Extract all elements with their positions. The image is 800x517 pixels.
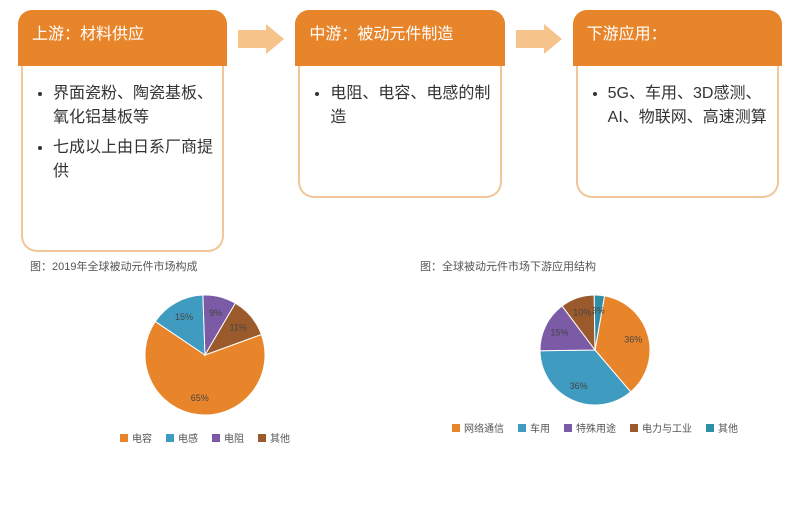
legend-item: 特殊用途 [564, 420, 616, 435]
svg-text:9%: 9% [209, 308, 222, 318]
charts-row: 图：2019年全球被动元件市场构成 65%15%9%11% 电容电感电阻其他 图… [0, 252, 800, 445]
chart-legend: 网络通信车用特殊用途电力与工业其他 [420, 420, 770, 435]
chart-market-mix: 图：2019年全球被动元件市场构成 65% 15% 9% 11% 电容电感电阻其他 [30, 258, 380, 445]
card-downstream: 下游应用： 5G、车用、3D感测、AI、物联网、高速测算 [573, 10, 782, 252]
flow-row: 上游：材料供应 界面瓷粉、陶瓷基板、氧化铝基板等 七成以上由日系厂商提供 中游：… [0, 0, 800, 252]
card-body: 5G、车用、3D感测、AI、物联网、高速测算 [576, 66, 779, 198]
card-title: 中游：被动元件制造 [295, 10, 504, 66]
legend-item: 网络通信 [452, 420, 504, 435]
svg-text:65%: 65% [191, 393, 209, 403]
chart-legend: 电容电感电阻其他 [30, 430, 380, 445]
legend-item: 电力与工业 [630, 420, 692, 435]
card-upstream: 上游：材料供应 界面瓷粉、陶瓷基板、氧化铝基板等 七成以上由日系厂商提供 [18, 10, 227, 252]
card-item: 5G、车用、3D感测、AI、物联网、高速测算 [608, 82, 769, 130]
card-item: 电阻、电容、电感的制造 [330, 82, 491, 130]
chart-app-mix: 图：全球被动元件市场下游应用结构 36% 36% 15% 10%3% 网络通信车用特殊… [420, 258, 770, 445]
card-title: 上游：材料供应 [18, 10, 227, 66]
svg-text:36%: 36% [570, 381, 588, 391]
chart-title: 图：2019年全球被动元件市场构成 [30, 258, 380, 274]
legend-item: 电容 [120, 430, 152, 445]
legend-item: 车用 [518, 420, 550, 435]
card-midstream: 中游：被动元件制造 电阻、电容、电感的制造 [295, 10, 504, 252]
card-item: 七成以上由日系厂商提供 [53, 136, 214, 184]
legend-item: 电感 [166, 430, 198, 445]
pie-chart: 65% 15% 9% 11% [105, 280, 305, 420]
arrow-icon [515, 10, 563, 252]
pie-chart: 36% 36% 15% 10%3% [495, 280, 695, 410]
legend-item: 电阻 [212, 430, 244, 445]
svg-text:15%: 15% [175, 312, 193, 322]
legend-item: 其他 [258, 430, 290, 445]
svg-text:11%: 11% [230, 322, 247, 332]
chart-title: 图：全球被动元件市场下游应用结构 [420, 258, 770, 274]
svg-text:3%: 3% [592, 306, 605, 316]
card-item: 界面瓷粉、陶瓷基板、氧化铝基板等 [53, 82, 214, 130]
svg-text:10%: 10% [573, 308, 591, 318]
legend-item: 其他 [706, 420, 738, 435]
svg-text:36%: 36% [624, 335, 642, 345]
svg-text:15%: 15% [550, 328, 568, 338]
card-title: 下游应用： [573, 10, 782, 66]
card-body: 界面瓷粉、陶瓷基板、氧化铝基板等 七成以上由日系厂商提供 [21, 66, 224, 252]
arrow-icon [237, 10, 285, 252]
card-body: 电阻、电容、电感的制造 [298, 66, 501, 198]
